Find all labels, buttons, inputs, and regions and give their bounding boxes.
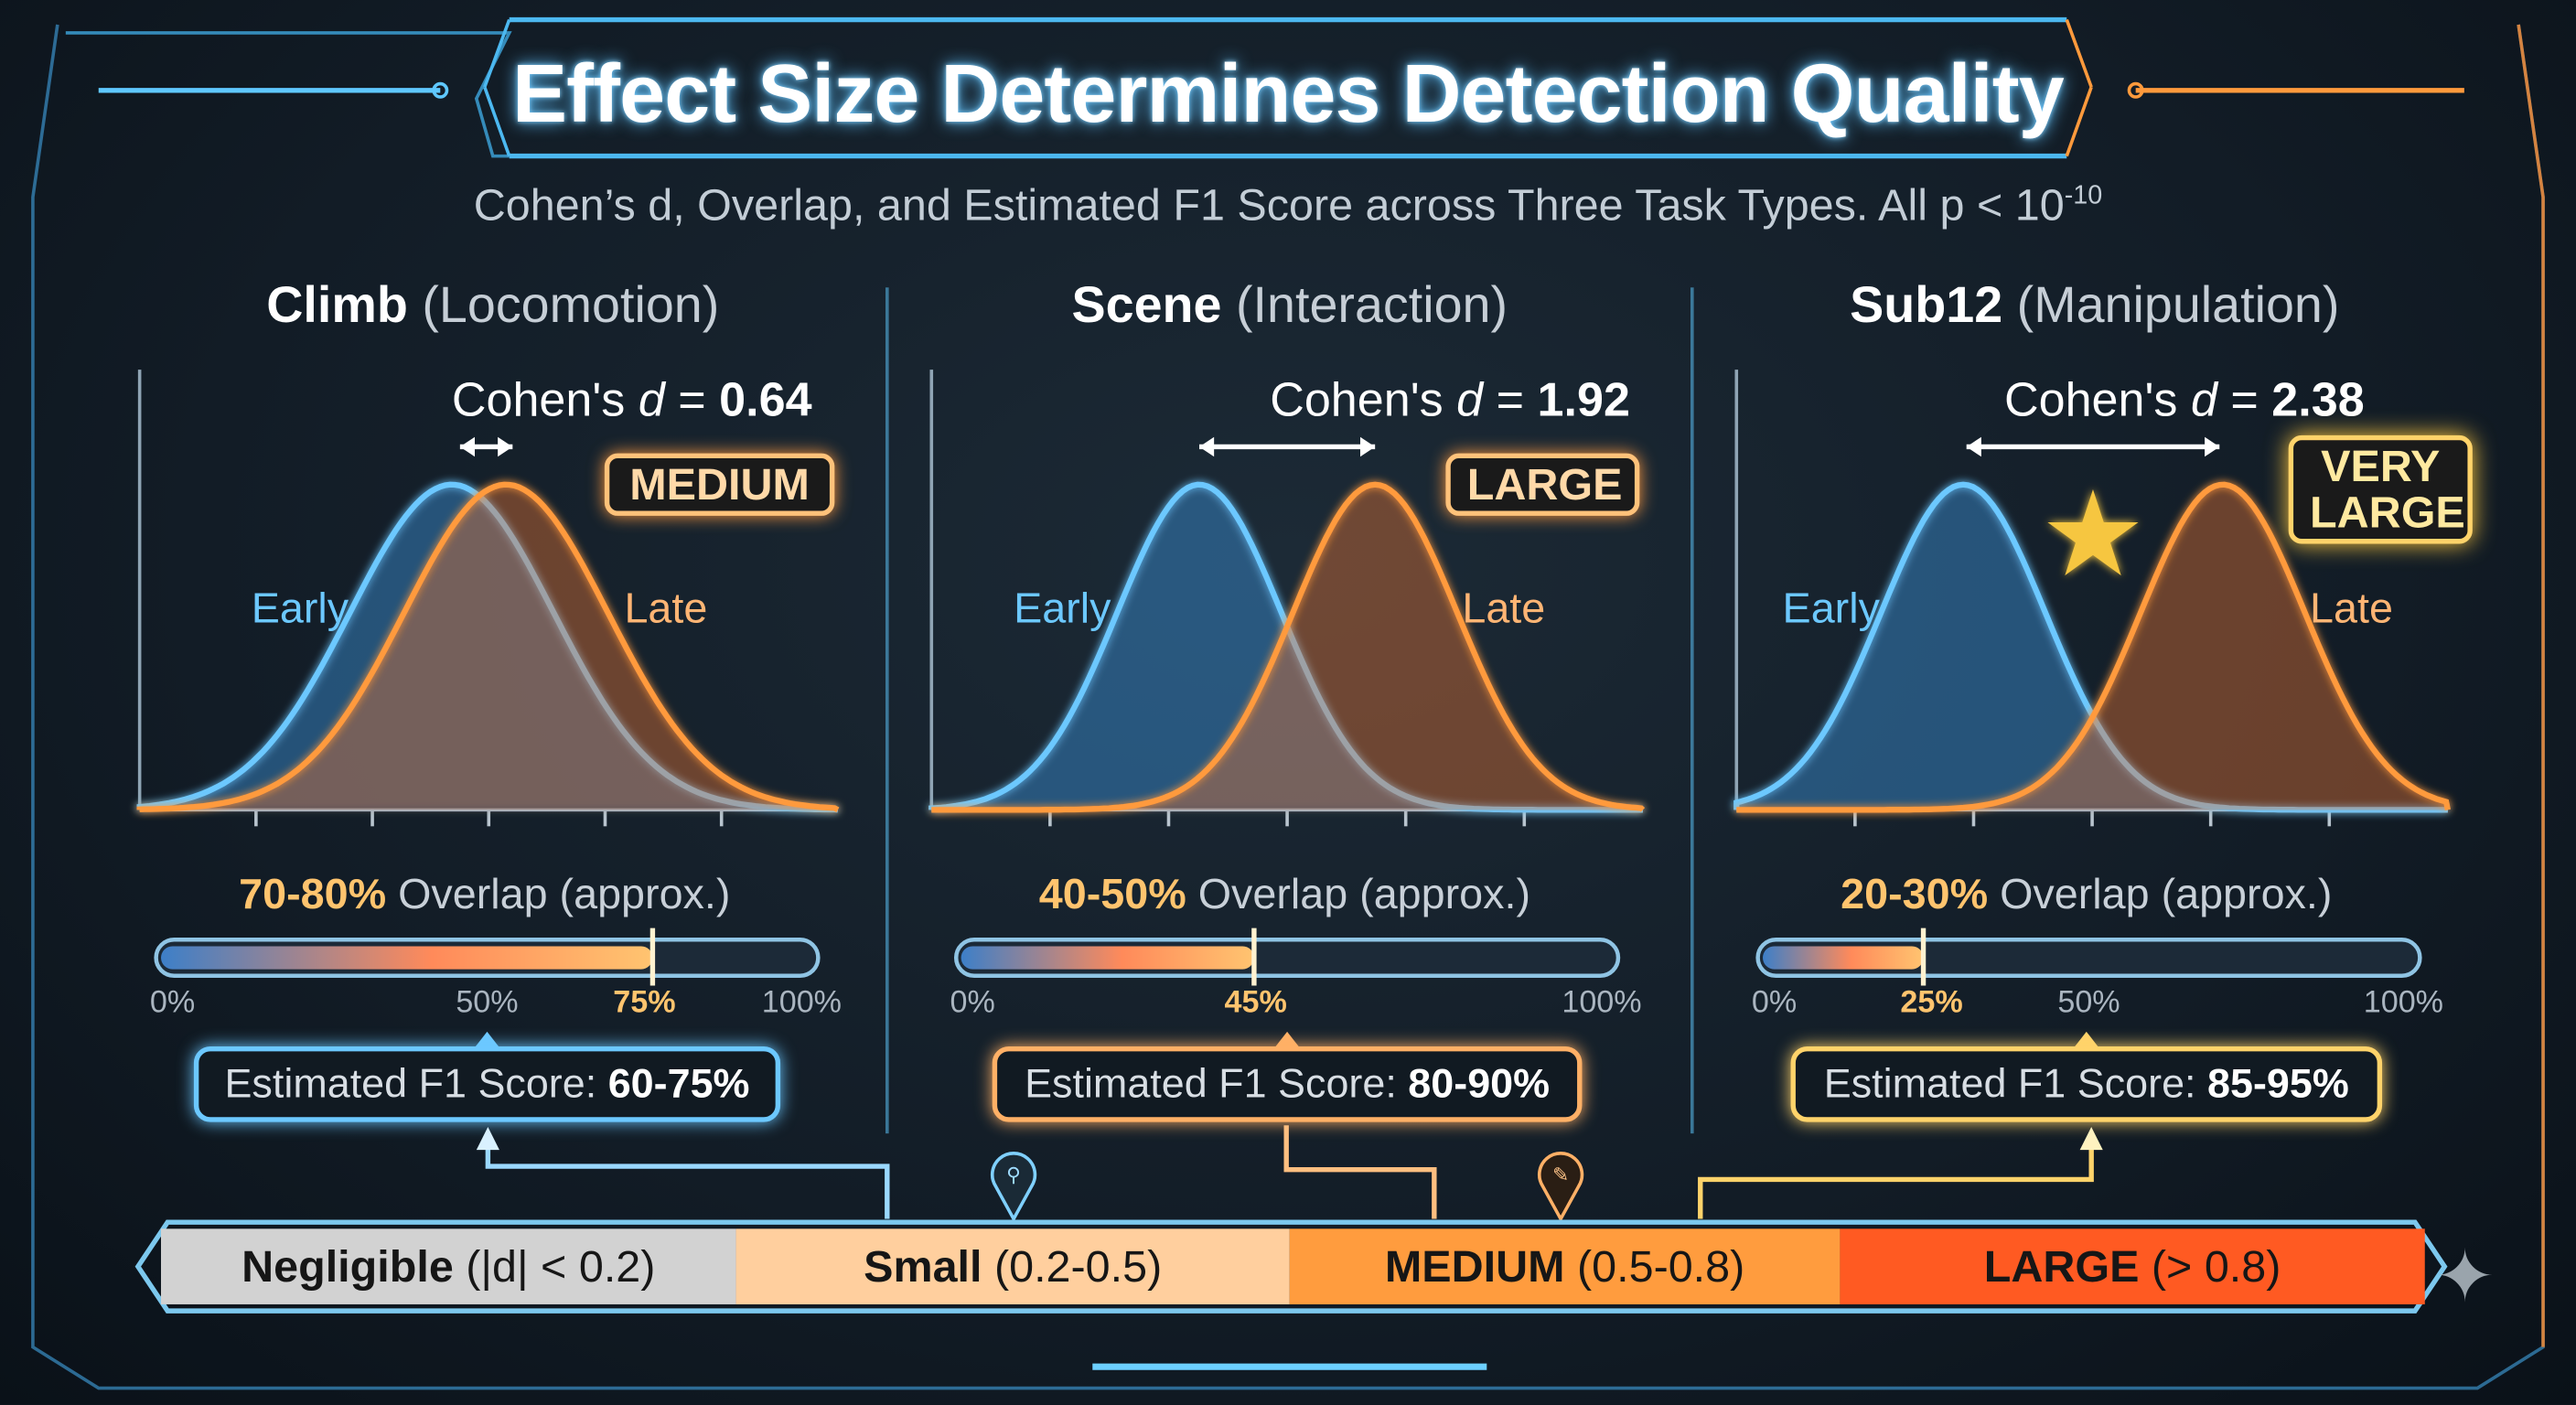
late-distribution-curve bbox=[1736, 481, 2451, 813]
cohens-d-label: Cohen's d = 1.92 bbox=[1270, 374, 1630, 427]
panel-divider bbox=[885, 287, 889, 1134]
overlap-tick-label: 50% bbox=[2057, 985, 2120, 1021]
overlap-bar-fill bbox=[1763, 946, 1924, 970]
star-icon: ★ bbox=[2040, 469, 2146, 601]
arrowhead-left-icon bbox=[1966, 436, 1981, 457]
walking-pin-icon: ⚲ bbox=[990, 1152, 1037, 1223]
overlap-tick-label: 100% bbox=[761, 985, 843, 1021]
overlap-bar-fill bbox=[160, 946, 653, 970]
pointer-up-icon bbox=[1275, 1031, 1299, 1046]
arrow-up-icon bbox=[476, 1126, 499, 1151]
overlap-tick-label: 0% bbox=[149, 985, 196, 1021]
early-label: Early bbox=[1782, 583, 1880, 633]
overlap-tick-label: 75% bbox=[613, 985, 676, 1021]
pointer-up-icon bbox=[475, 1031, 499, 1046]
overlap-tick-label: 50% bbox=[456, 985, 519, 1021]
overlap-label: 40-50% Overlap (approx.) bbox=[1038, 869, 1531, 918]
overlap-tick-label: 0% bbox=[1751, 985, 1798, 1021]
scale-segment-small: Small (0.2-0.5) bbox=[735, 1228, 1290, 1304]
arrowhead-right-icon bbox=[2205, 436, 2220, 457]
effect-size-badge: MEDIUM bbox=[604, 453, 835, 516]
late-distribution-curve bbox=[136, 481, 840, 813]
scale-outline bbox=[134, 1219, 2448, 1314]
panel-divider bbox=[1690, 287, 1694, 1134]
arrowhead-left-icon bbox=[459, 436, 476, 457]
overlap-tick-label: 0% bbox=[950, 985, 995, 1021]
subtitle-exponent: -10 bbox=[2064, 182, 2103, 210]
arrow-up-icon bbox=[2079, 1126, 2103, 1151]
cohens-d-label: Cohen's d = 2.38 bbox=[2003, 374, 2365, 427]
page-title: Effect Size Determines Detection Quality bbox=[512, 48, 2065, 140]
connector-small-to-climb bbox=[485, 1136, 890, 1219]
scale-segment-large: LARGE (> 0.8) bbox=[1840, 1228, 2425, 1304]
effect-size-scale: Negligible (|d| < 0.2) Small (0.2-0.5) M… bbox=[132, 1219, 2448, 1314]
panel-title: Sub12 (Manipulation) bbox=[1850, 275, 2340, 334]
overlap-tick-label: 100% bbox=[1562, 985, 1642, 1021]
arrowhead-left-icon bbox=[1199, 436, 1215, 457]
early-label: Early bbox=[251, 583, 349, 633]
effect-size-badge: VERY LARGE bbox=[2288, 434, 2473, 544]
scale-segment-medium: MEDIUM (0.5-0.8) bbox=[1289, 1228, 1841, 1304]
subtitle: Cohen’s d, Overlap, and Estimated F1 Sco… bbox=[0, 181, 2576, 232]
overlap-tick-label: 100% bbox=[2363, 985, 2444, 1021]
f1-score-box: Estimated F1 Score: 60-75% bbox=[193, 1046, 781, 1122]
late-label: Late bbox=[624, 583, 708, 633]
f1-score-box: Estimated F1 Score: 85-95% bbox=[1790, 1046, 2383, 1122]
svg-text:⚲: ⚲ bbox=[1006, 1163, 1021, 1185]
sparkle-icon: ✦ bbox=[2434, 1237, 2496, 1318]
overlap-label: 20-30% Overlap (approx.) bbox=[1841, 869, 2333, 918]
panel-title: Climb (Locomotion) bbox=[266, 275, 720, 334]
cohens-d-label: Cohen's d = 0.64 bbox=[451, 374, 812, 427]
arrowhead-right-icon bbox=[498, 436, 513, 457]
overlap-tick-label: 45% bbox=[1224, 985, 1287, 1021]
pointer-up-icon bbox=[2075, 1031, 2098, 1046]
panel-title: Scene (Interaction) bbox=[1071, 275, 1508, 334]
hand-tool-pin-icon: ✎ bbox=[1537, 1152, 1584, 1223]
connector-medium-to-scene bbox=[1283, 1125, 1437, 1219]
svg-text:✎: ✎ bbox=[1552, 1163, 1569, 1185]
early-label: Early bbox=[1014, 583, 1111, 633]
late-label: Late bbox=[2310, 583, 2393, 633]
scale-segment-negligible: Negligible (|d| < 0.2) bbox=[160, 1228, 736, 1304]
overlap-label: 70-80% Overlap (approx.) bbox=[239, 869, 731, 918]
overlap-bar-fill bbox=[961, 946, 1254, 970]
overlap-tick-label: 25% bbox=[1900, 985, 1963, 1021]
f1-score-box: Estimated F1 Score: 80-90% bbox=[992, 1046, 1583, 1122]
effect-size-badge: LARGE bbox=[1445, 453, 1640, 516]
connector-large-to-sub12 bbox=[1698, 1136, 2094, 1219]
late-distribution-curve bbox=[931, 481, 1646, 813]
late-label: Late bbox=[1462, 583, 1546, 633]
arrowhead-right-icon bbox=[1360, 436, 1376, 457]
subtitle-text: Cohen’s d, Overlap, and Estimated F1 Sco… bbox=[473, 180, 2065, 231]
